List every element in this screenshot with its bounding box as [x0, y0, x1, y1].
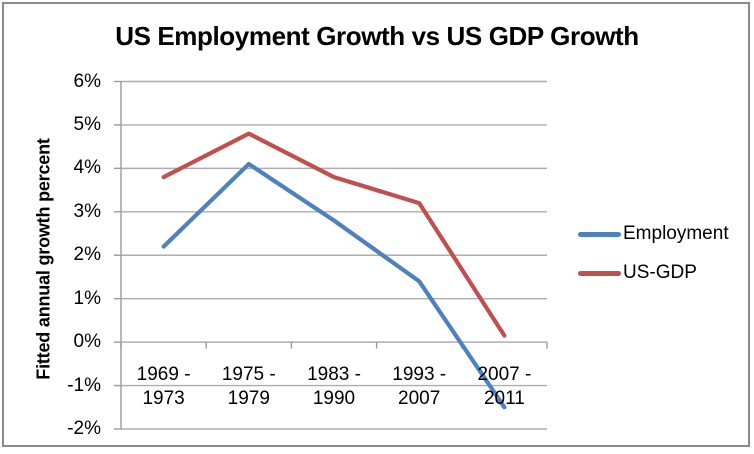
chart-title: US Employment Growth vs US GDP Growth	[115, 21, 639, 51]
legend-label-us-gdp: US-GDP	[623, 262, 697, 283]
y-tick-label: 1%	[73, 287, 101, 309]
x-tick-label-line: 1975 -	[221, 364, 276, 385]
x-tick-label-line: 2007 -	[477, 364, 532, 385]
x-tick-label: 1993 - 2007	[374, 363, 464, 411]
y-tick-label: -1%	[67, 374, 101, 396]
x-tick-label-line: 1973	[142, 388, 185, 409]
y-tick-label: 5%	[73, 113, 101, 135]
legend-line-icon-employment	[578, 231, 621, 237]
series-line-employment	[161, 161, 507, 410]
series-line-us-gdp	[161, 131, 507, 338]
x-tick-label: 1975 - 1979	[204, 363, 294, 411]
legend-item-us-gdp: US-GDP	[578, 261, 729, 285]
legend-line-icon-us-gdp	[578, 270, 621, 276]
x-tick-label: 1983 - 1990	[289, 363, 379, 411]
x-tick-label-line: 1990	[312, 388, 356, 409]
x-tick-label-line: 1993 -	[392, 364, 447, 385]
x-tick-label-line: 2011	[483, 388, 525, 409]
x-tick-label-line: 1979	[227, 388, 270, 409]
y-tick-label: 3%	[73, 200, 101, 222]
y-tick-label: 0%	[73, 331, 101, 353]
y-tick-label: 2%	[73, 244, 101, 266]
x-tick-label: 2007 - 2011	[459, 363, 549, 411]
legend-label-employment: Employment	[623, 223, 729, 244]
x-tick-label-line: 1983 -	[307, 364, 361, 385]
legend: Employment US-GDP	[578, 222, 729, 300]
x-tick-label-line: 1969 -	[136, 364, 191, 385]
y-tick-label: 4%	[73, 157, 101, 179]
y-tick-label: -2%	[67, 418, 101, 439]
x-tick-label: 1969 - 1973	[119, 363, 209, 411]
chart-border	[2, 2, 750, 447]
legend-item-employment: Employment	[578, 222, 729, 246]
y-tick-label: 6%	[73, 70, 101, 92]
x-tick-label-line: 2007	[398, 388, 441, 409]
